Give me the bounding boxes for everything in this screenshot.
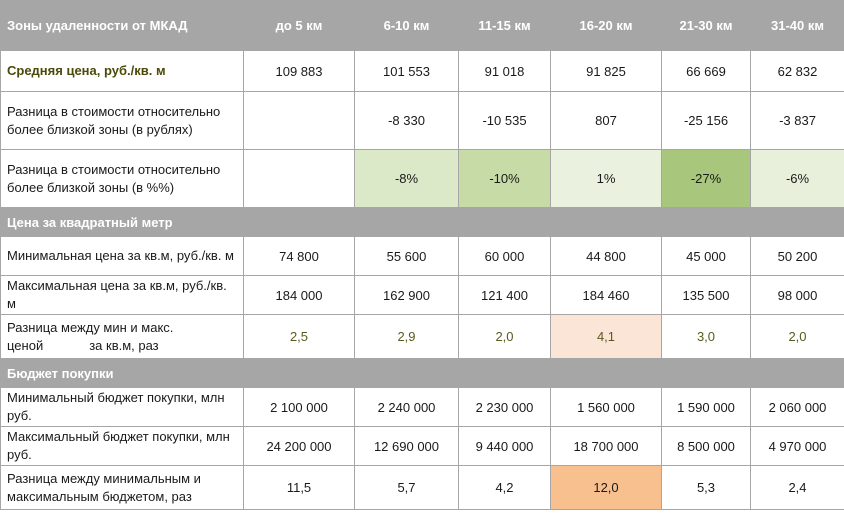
table-cell: 4,2: [458, 465, 551, 510]
table-cell: 1 590 000: [661, 387, 751, 427]
row-label: Максимальный бюджет покупки, млн руб.: [0, 426, 244, 466]
table-cell-highlighted: 12,0: [550, 465, 662, 510]
table-cell: 91 825: [550, 50, 662, 92]
row-label-part: Разница между мин и макс.: [7, 319, 174, 335]
table-cell: 60 000: [458, 236, 551, 276]
table-cell: 4 970 000: [750, 426, 844, 466]
table-cell: 807: [550, 91, 662, 150]
table-cell: 135 500: [661, 275, 751, 315]
section-title: Бюджет покупки: [0, 358, 844, 388]
table-cell: 2,5: [243, 314, 355, 359]
row-label-part: за кв.м, раз: [89, 337, 159, 353]
table-cell: 74 800: [243, 236, 355, 276]
column-header: до 5 км: [243, 0, 355, 51]
table-cell: 98 000: [750, 275, 844, 315]
table-cell: 162 900: [354, 275, 459, 315]
table-cell: 2,9: [354, 314, 459, 359]
table-cell: 1 560 000: [550, 387, 662, 427]
table-cell: -10%: [458, 149, 551, 208]
table-cell: 121 400: [458, 275, 551, 315]
row-label-part: ценой: [7, 337, 44, 353]
table-cell: 109 883: [243, 50, 355, 92]
table-cell: 62 832: [750, 50, 844, 92]
table-cell-highlighted: 4,1: [550, 314, 662, 359]
table-cell: 2 240 000: [354, 387, 459, 427]
table-cell: -25 156: [661, 91, 751, 150]
table-cell: 2,0: [458, 314, 551, 359]
row-label: Средняя цена, руб./кв. м: [0, 50, 244, 92]
section-header-price: Цена за квадратный метр: [0, 207, 844, 237]
table-cell: 18 700 000: [550, 426, 662, 466]
header-title: Зоны удаленности от МКАД: [0, 0, 244, 51]
section-header-budget: Бюджет покупки: [0, 358, 844, 388]
table-cell: 5,3: [661, 465, 751, 510]
table-row-min-price: Минимальная цена за кв.м, руб./кв. м 74 …: [0, 236, 844, 276]
table-row-max-price: Максимальная цена за кв.м, руб./кв. м 18…: [0, 275, 844, 315]
table-cell: -27%: [661, 149, 751, 208]
header-row: Зоны удаленности от МКАД до 5 км 6-10 км…: [0, 0, 844, 51]
table-cell: 184 460: [550, 275, 662, 315]
table-cell: -8%: [354, 149, 459, 208]
column-header: 16-20 км: [550, 0, 662, 51]
table-row-max-budget: Максимальный бюджет покупки, млн руб. 24…: [0, 426, 844, 466]
section-title: Цена за квадратный метр: [0, 207, 844, 237]
column-header: 21-30 км: [661, 0, 751, 51]
table-row-diff-rub: Разница в стоимости относительно более б…: [0, 91, 844, 150]
column-header: 31-40 км: [750, 0, 844, 51]
row-label: Разница между мин и макс. ценой за кв.м, …: [0, 314, 244, 359]
table-cell: [243, 149, 355, 208]
row-label: Разница в стоимости относительно более б…: [0, 91, 244, 150]
row-label: Минимальный бюджет покупки, млн руб.: [0, 387, 244, 427]
table-row-min-budget: Минимальный бюджет покупки, млн руб. 2 1…: [0, 387, 844, 427]
row-label: Максимальная цена за кв.м, руб./кв. м: [0, 275, 244, 315]
table-cell: 55 600: [354, 236, 459, 276]
table-cell: 1%: [550, 149, 662, 208]
table-cell: 11,5: [243, 465, 355, 510]
table-cell: -10 535: [458, 91, 551, 150]
row-label: Разница в стоимости относительно более б…: [0, 149, 244, 208]
column-header: 11-15 км: [458, 0, 551, 51]
table-cell: 5,7: [354, 465, 459, 510]
table-row-average-price: Средняя цена, руб./кв. м 109 883 101 553…: [0, 50, 844, 92]
table-cell: -3 837: [750, 91, 844, 150]
table-cell: 2 100 000: [243, 387, 355, 427]
table-cell: 9 440 000: [458, 426, 551, 466]
table-cell: 8 500 000: [661, 426, 751, 466]
table-cell: 45 000: [661, 236, 751, 276]
table-cell: 2 060 000: [750, 387, 844, 427]
row-label: Разница между минимальным и максимальным…: [0, 465, 244, 510]
table-cell: 44 800: [550, 236, 662, 276]
table-cell: 12 690 000: [354, 426, 459, 466]
table-row-diff-percent: Разница в стоимости относительно более б…: [0, 149, 844, 208]
table-cell: 184 000: [243, 275, 355, 315]
table-cell: 50 200: [750, 236, 844, 276]
row-label: Минимальная цена за кв.м, руб./кв. м: [0, 236, 244, 276]
table-cell: 2 230 000: [458, 387, 551, 427]
table-cell: -6%: [750, 149, 844, 208]
table-cell: 24 200 000: [243, 426, 355, 466]
table-cell: 2,4: [750, 465, 844, 510]
table-row-price-ratio: Разница между мин и макс. ценой за кв.м, …: [0, 314, 844, 359]
column-header: 6-10 км: [354, 0, 459, 51]
table-cell: -8 330: [354, 91, 459, 150]
table-cell: 101 553: [354, 50, 459, 92]
table-cell: 2,0: [750, 314, 844, 359]
table-cell: 66 669: [661, 50, 751, 92]
table-cell: 91 018: [458, 50, 551, 92]
table-row-budget-ratio: Разница между минимальным и максимальным…: [0, 465, 844, 510]
table-cell: [243, 91, 355, 150]
table-cell: 3,0: [661, 314, 751, 359]
